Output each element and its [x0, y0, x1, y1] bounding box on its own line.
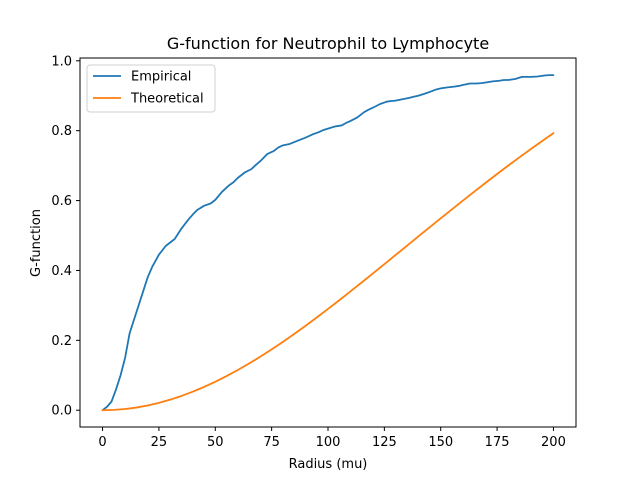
y-tick-label: 0.2 — [51, 334, 72, 349]
y-axis: 0.0 0.2 0.4 0.6 0.8 1.0 — [51, 54, 80, 419]
y-tick-label: 0.0 — [51, 404, 72, 419]
x-tick-label: 125 — [372, 435, 397, 450]
series-line-empirical — [101, 74, 555, 412]
x-tick-label: 150 — [428, 435, 453, 450]
x-axis-label: Radius (mu) — [289, 457, 368, 472]
x-tick-label: 175 — [485, 435, 510, 450]
y-tick-label: 1.0 — [51, 54, 72, 69]
x-tick-label: 0 — [98, 435, 106, 450]
series-line-theoretical — [101, 132, 555, 412]
x-tick-label: 100 — [316, 435, 341, 450]
y-tick-label: 0.4 — [51, 264, 72, 279]
legend-label-theoretical: Theoretical — [130, 92, 204, 107]
x-tick-label: 200 — [541, 435, 566, 450]
x-tick-label: 50 — [207, 435, 224, 450]
axes-frame — [79, 57, 577, 428]
y-tick-label: 0.8 — [51, 124, 72, 139]
chart-title: G-function for Neutrophil to Lymphocyte — [167, 34, 489, 53]
y-axis-label: G-function — [29, 209, 44, 277]
legend-label-empirical: Empirical — [131, 70, 191, 85]
legend: Empirical Theoretical — [86, 64, 216, 113]
y-tick-label: 0.6 — [51, 194, 72, 209]
plot-area — [79, 57, 577, 428]
x-tick-label: 75 — [263, 435, 280, 450]
x-axis: 0 25 50 75 100 125 150 175 200 — [98, 427, 566, 450]
x-tick-label: 25 — [151, 435, 168, 450]
